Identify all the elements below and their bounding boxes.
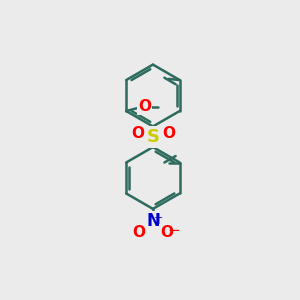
Text: O: O [132, 225, 145, 240]
Text: +: + [154, 213, 164, 223]
Text: S: S [146, 128, 159, 146]
Text: N: N [146, 212, 160, 230]
Text: O: O [131, 126, 144, 141]
Text: −: − [167, 224, 180, 238]
Text: O: O [138, 99, 151, 114]
Text: O: O [160, 225, 174, 240]
Text: O: O [162, 126, 175, 141]
